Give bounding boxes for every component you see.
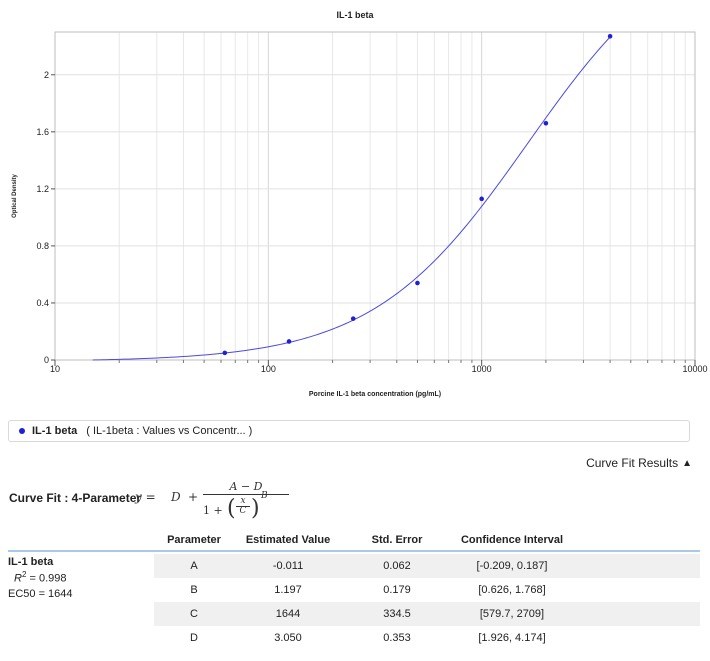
cell-std-error: 0.353 [383,632,411,644]
cell-confidence-interval: [579.7, 2709] [479,608,545,620]
y-axis: 0 0.4 0.8 1.2 1.6 2 [36,70,55,365]
cell-confidence-interval: [-0.209, 0.187] [476,560,548,572]
cell-confidence-interval: [1.926, 4.174] [478,632,546,644]
formula-one-plus: 1 + [203,504,223,517]
chart-title: IL-1 beta [336,10,374,20]
cell-parameter: D [190,632,198,644]
y-tick-label: 0 [44,355,49,365]
table-header: Parameter Estimated Value Std. Error Con… [8,530,700,552]
y-tick-label: 1.2 [36,184,49,194]
y-axis-label: Optical Density [12,174,18,218]
curve-fit-results-label: Curve Fit Results [586,456,679,470]
cell-estimated-value: 1644 [275,608,301,620]
r-squared: R2 = 0.998 [14,570,67,585]
formula-paren-close: ) [251,496,260,521]
header-std-error: Std. Error [371,534,423,546]
triangle-up-icon: ▲ [682,457,692,469]
x-tick-label: 1000 [472,364,492,374]
x-tick-label: 100 [261,364,276,374]
formula-x: x [240,496,246,506]
table-row: B 1.197 0.179 [0.626, 1.768] [154,578,700,602]
cell-std-error: 0.062 [383,560,411,572]
formula-exponent: B [261,491,268,501]
cell-estimated-value: 1.197 [274,584,302,596]
formula-x-over-c: x C [236,497,250,516]
curve-fit-results-toggle[interactable]: Curve Fit Results ▲ [586,456,692,470]
formula-numerator: A − D [229,480,263,493]
chart-grid [55,32,695,360]
x-axis-label: Porcine IL-1 beta concentration (pg/mL) [309,391,441,398]
formula-paren-open: ( [227,496,236,521]
fit-curve [92,36,611,361]
x-tick-label: 10000 [682,364,707,374]
formula-fraction: A − D 1 + ( x C ) B [203,480,289,521]
y-tick-label: 2 [44,70,49,80]
plot-area-frame [54,31,696,361]
table-row: C 1644 334.5 [579.7, 2709] [154,602,700,626]
data-point [286,339,292,344]
x-tick-label: 10 [50,364,60,374]
table-row: D 3.050 0.353 [1.926, 4.174] [154,626,700,650]
x-axis: 10 100 1000 10000 [50,360,708,374]
formula-lhs: y = [135,490,156,504]
cell-std-error: 0.179 [383,584,411,596]
data-point [607,33,613,39]
y-tick-label: 0.4 [36,298,49,308]
formula-c: C [239,506,247,516]
table-row: A -0.011 0.062 [-0.209, 0.187] [154,554,700,578]
legend-series-name: IL-1 beta [32,425,78,437]
formula-plus: + [188,490,199,504]
curve-fit-label: Curve Fit : 4-Parameter [9,491,142,505]
legend[interactable]: IL-1 beta ( IL-1beta : Values vs Concent… [8,420,690,442]
data-point [479,196,484,202]
legend-marker-icon [19,428,25,434]
cell-parameter: A [190,560,198,572]
formula-d: D [171,490,181,504]
y-tick-label: 0.8 [36,241,49,251]
cell-estimated-value: 3.050 [274,632,302,644]
ec50-value: EC50 = 1644 [8,588,73,600]
cell-std-error: 334.5 [383,608,411,620]
chart: IL-1 beta 00.40.81.21.62 10 100 1000 10000 … [12,10,708,398]
header-confidence-interval: Confidence Interval [460,534,564,546]
data-point [543,120,549,126]
cell-estimated-value: -0.011 [272,560,304,572]
fit-results-table: Parameter Estimated Value Std. Error Con… [8,530,700,644]
header-estimated-value: Estimated Value [245,534,331,546]
formula-x-over-c-bar [236,506,250,507]
header-parameter: Parameter [167,534,221,546]
sample-name: IL-1 beta [8,556,54,568]
cell-parameter: C [190,608,198,620]
formula-fraction-bar [203,494,289,495]
cell-parameter: B [190,584,198,596]
cell-confidence-interval: [0.626, 1.768] [478,584,546,596]
legend-series-detail: ( IL-1beta : Values vs Concentr... ) [86,425,253,437]
data-points [222,33,613,356]
r-squared-label: R [14,572,22,585]
data-point [415,280,420,286]
data-point [350,316,356,321]
y-tick-label: 1.6 [36,127,49,137]
formula-denominator: 1 + ( x C ) B [203,491,289,521]
data-point [222,350,228,356]
r-squared-value: = 0.998 [29,572,67,585]
